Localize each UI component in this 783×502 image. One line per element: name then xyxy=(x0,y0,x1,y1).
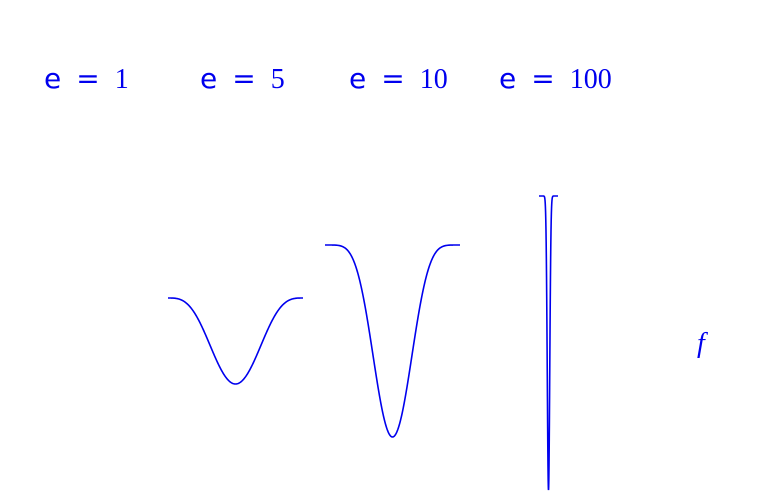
label-e-100: e = 100 xyxy=(499,62,612,95)
label-e-1: e = 1 xyxy=(44,62,129,95)
label-e-5: e = 5 xyxy=(200,62,285,95)
label-e-10: e = 10 xyxy=(349,62,448,95)
curve-e-10 xyxy=(325,244,460,438)
curve-e-5 xyxy=(168,297,303,385)
curve-e-100 xyxy=(539,195,558,491)
function-label-f: f xyxy=(697,328,708,359)
